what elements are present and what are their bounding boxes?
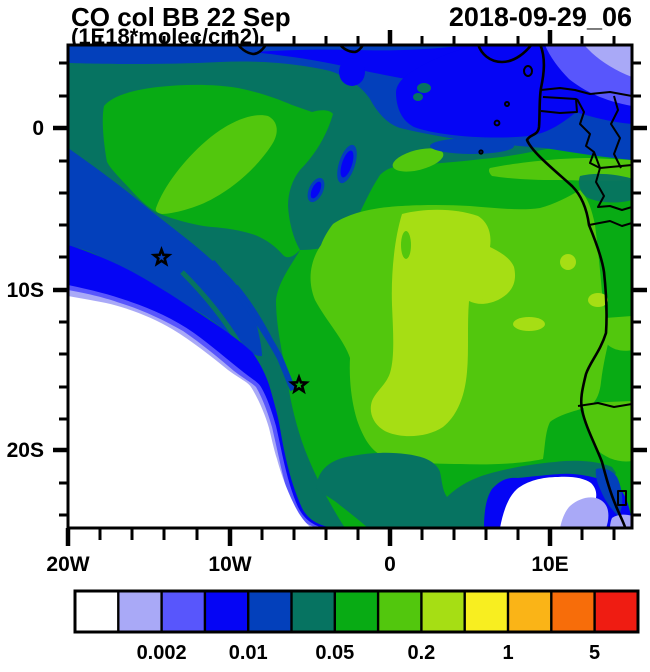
svg-text:0.05: 0.05: [315, 642, 354, 664]
svg-text:10W: 10W: [208, 553, 251, 576]
svg-text:10S: 10S: [7, 279, 44, 302]
svg-text:0.002: 0.002: [137, 642, 187, 664]
svg-text:CO col BB 22 Sep: CO col BB 22 Sep: [71, 2, 291, 32]
svg-text:0: 0: [32, 117, 44, 140]
svg-text:0.01: 0.01: [229, 642, 268, 664]
svg-text:5: 5: [589, 642, 600, 664]
svg-text:20W: 20W: [46, 553, 89, 576]
svg-text:2018-09-29_06: 2018-09-29_06: [449, 2, 632, 32]
svg-text:10E: 10E: [531, 553, 568, 576]
svg-text:20S: 20S: [7, 439, 44, 462]
svg-text:0: 0: [384, 553, 396, 576]
svg-text:0.2: 0.2: [407, 642, 435, 664]
svg-text:1: 1: [502, 642, 513, 664]
